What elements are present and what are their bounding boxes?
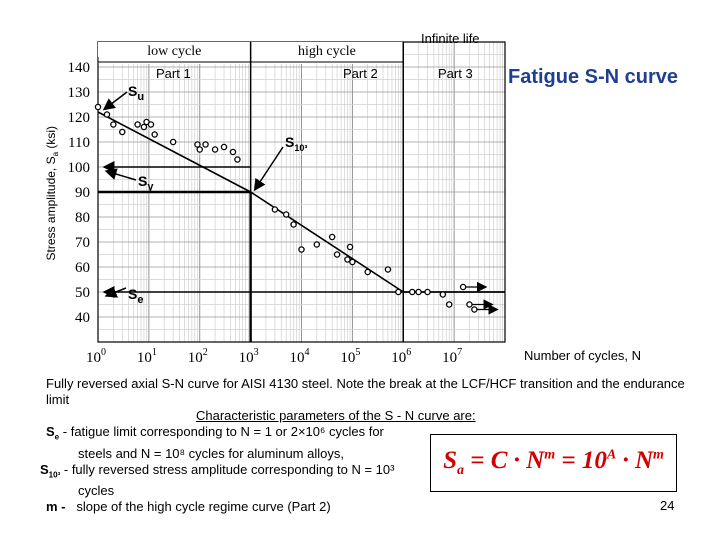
data-point: [328, 233, 336, 241]
se-definition: Se - fatigue limit corresponding to N = …: [46, 424, 384, 442]
data-points: [94, 103, 499, 315]
x-tick-label: 104: [290, 347, 310, 366]
s103-label: S10³: [285, 134, 308, 153]
x-axis-label: Number of cycles, N: [524, 348, 642, 363]
data-point: [151, 131, 158, 138]
x-tick-label: 106: [391, 347, 411, 366]
s103-definition: S10³ - fully reversed stress amplitude c…: [40, 461, 395, 480]
data-point: [196, 146, 203, 153]
data-point: [211, 146, 219, 153]
s103-leader: [253, 146, 284, 192]
high-cycle-region-label: high cycle: [298, 44, 356, 59]
data-point: [169, 138, 177, 146]
y-tick-label: 40: [75, 310, 90, 326]
data-point: [282, 211, 290, 218]
data-point: [110, 121, 117, 128]
data-point: [344, 256, 351, 263]
page-number: 24: [660, 498, 675, 513]
axis-ticks: 100 101 102 103 104 105 106 107 40 50 60 70 80 90 100 1…: [68, 60, 463, 366]
low-cycle-region-label: low cycle: [147, 44, 201, 59]
x-tick-label: 102: [188, 347, 208, 366]
x-tick-label: 101: [137, 347, 157, 366]
data-point: [298, 246, 305, 253]
data-point: [229, 148, 237, 156]
data-point: [364, 268, 371, 276]
data-point: [290, 221, 297, 228]
data-point: [220, 143, 228, 151]
data-point: [147, 121, 155, 128]
formula-text: Sa = C · Nm = 10A · Nm: [443, 447, 664, 478]
basquin-formula: Sa = C · Nm = 10A · Nm: [430, 434, 677, 492]
y-tick-label: 120: [68, 110, 91, 126]
y-tick-label: 90: [75, 185, 90, 201]
s103-definition-cont: cycles: [78, 483, 115, 499]
part-1-label: Part 1: [156, 66, 191, 81]
data-point: [349, 258, 356, 266]
data-point: [271, 206, 279, 213]
x-tick-label: 103: [239, 347, 259, 366]
chart-title: Fatigue S-N curve: [508, 66, 679, 88]
se-label: Se: [128, 286, 144, 306]
y-tick-label: 50: [75, 285, 90, 301]
y-tick-label: 110: [68, 135, 90, 151]
data-point: [313, 241, 321, 248]
sn-curve: [97, 111, 505, 293]
x-tick-label: 105: [340, 347, 360, 366]
data-point: [194, 141, 201, 148]
data-point: [445, 301, 453, 308]
notes: Fully reversed axial S-N curve for AISI …: [40, 376, 686, 515]
data-point: [471, 306, 478, 313]
data-point: [234, 156, 241, 163]
y-tick-label: 100: [68, 160, 91, 176]
y-tick-label: 60: [75, 260, 90, 276]
sy-label: Sy: [138, 173, 154, 193]
m-definition: m - slope of the high cycle regime curve…: [46, 499, 331, 515]
parameters-heading: Characteristic parameters of the S - N c…: [196, 408, 476, 423]
part-2-label: Part 2: [343, 66, 378, 81]
y-tick-label: 140: [68, 60, 91, 76]
x-tick-label: 100: [86, 347, 106, 366]
caption: Fully reversed axial S-N curve for AISI …: [46, 376, 685, 407]
y-tick-label: 130: [68, 85, 91, 101]
data-point: [408, 288, 416, 296]
data-point: [346, 243, 354, 251]
part-3-label: Part 3: [438, 66, 473, 81]
y-axis-label: Stress amplitude, Sa (ksi): [43, 125, 61, 261]
se-definition-cont: steels and N = 10⁸ cycles for aluminum a…: [78, 445, 344, 461]
data-point: [424, 288, 431, 296]
data-point: [103, 111, 111, 118]
su-label: Su: [128, 83, 145, 103]
sy-leader: [104, 168, 137, 181]
su-leader: [102, 91, 128, 111]
sn-curve-line: [97, 111, 505, 293]
data-point: [94, 103, 102, 111]
data-point: [333, 251, 341, 258]
y-tick-label: 80: [75, 210, 90, 226]
data-point: [140, 123, 148, 131]
data-point: [202, 141, 209, 148]
sn-chart: low cycle high cycle 100 101 102 103 104 105 10…: [68, 41, 506, 366]
x-tick-label: 107: [442, 347, 462, 366]
data-point: [415, 288, 422, 296]
infinite-life-label: Infinite life: [421, 31, 480, 46]
data-point: [134, 121, 141, 128]
data-point: [395, 288, 402, 296]
data-point: [459, 283, 467, 291]
data-point: [384, 266, 392, 273]
high-cycle-region-bg: [250, 42, 404, 64]
data-point: [119, 128, 126, 136]
se-leader: [104, 286, 127, 298]
low-cycle-region-bg: [98, 42, 251, 64]
data-point: [439, 291, 447, 298]
data-point: [466, 301, 473, 308]
y-tick-label: 70: [75, 235, 90, 251]
